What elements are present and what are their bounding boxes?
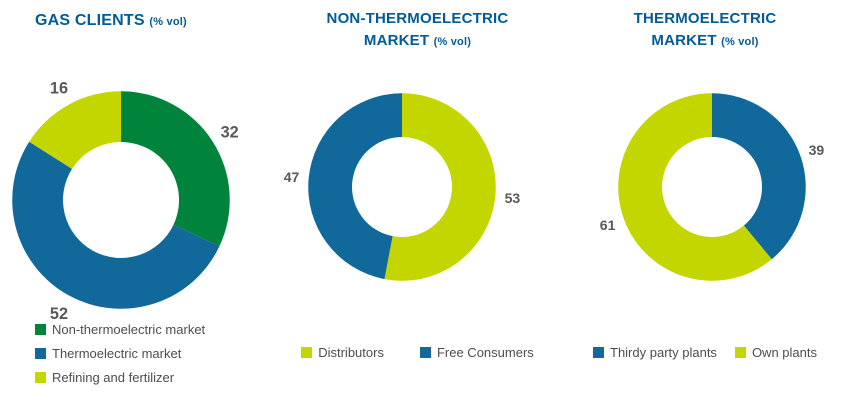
title-unit: (% vol) (433, 36, 472, 48)
legend-swatch-icon (35, 324, 46, 335)
legend-swatch-icon (301, 347, 313, 358)
title-line: THERMOELECTRIC (565, 8, 845, 30)
legend-label: Distributors (318, 345, 384, 360)
slice-value-label: 32 (221, 123, 239, 141)
chart-non-thermoelectric-market: NON-THERMOELECTRIC MARKET (% vol) 53 47 D… (270, 0, 565, 408)
donut-segment (308, 93, 402, 280)
legend-swatch-icon (419, 347, 431, 358)
legend-non-thermoelectric: Distributors Free Consumers (270, 345, 565, 360)
donut-segment (12, 141, 220, 309)
legend-item: Own plants (734, 345, 817, 360)
legend-label: Thirdy party plants (610, 345, 717, 360)
slice-value-label: 52 (50, 305, 68, 323)
legend-item: Non-thermoelectric market (35, 322, 205, 337)
legend-item: Refining and fertilizer (35, 370, 205, 385)
title-line: NON-THERMOELECTRIC (270, 8, 565, 30)
legend-swatch-icon (35, 348, 46, 359)
chart-title-gas-clients: GAS CLIENTS (% vol) (35, 10, 187, 33)
slice-value-label: 53 (505, 190, 521, 206)
title-unit: (% vol) (721, 36, 759, 48)
donut-segment (712, 93, 806, 260)
legend-item: Distributors (301, 345, 384, 360)
legend-thermoelectric: Thirdy party plants Own plants (565, 345, 845, 360)
donut-svg: 39 61 (600, 93, 825, 281)
legend-item: Thirdy party plants (593, 345, 717, 360)
slice-value-label: 47 (284, 169, 300, 185)
title-text: GAS CLIENTS (35, 12, 145, 29)
donut-svg: 32 52 16 (12, 80, 239, 323)
legend-swatch-icon (734, 347, 746, 358)
legend-label: Free Consumers (436, 345, 534, 360)
legend-swatch-icon (35, 372, 46, 383)
legend-label: Refining and fertilizer (52, 370, 175, 385)
donut-segment (384, 93, 496, 281)
title-text: MARKET (363, 32, 430, 49)
legend-label: Own plants (751, 345, 817, 360)
title-line: MARKET (% vol) (565, 30, 845, 53)
slice-value-label: 16 (50, 80, 68, 98)
donut-segment (618, 93, 772, 281)
donut-chart-thermoelectric: 39 61 (587, 62, 837, 312)
title-text: MARKET (651, 32, 717, 49)
donut-segment (29, 91, 121, 169)
legend-label: Non-thermoelectric market (52, 322, 206, 337)
title-line: GAS CLIENTS (% vol) (35, 10, 187, 33)
legend-item: Thermoelectric market (35, 346, 205, 361)
chart-title-non-thermoelectric: NON-THERMOELECTRIC MARKET (% vol) (270, 8, 565, 53)
legend-item: Free Consumers (419, 345, 534, 360)
chart-gas-clients: GAS CLIENTS (% vol) 32 52 16 Non-thermoele… (0, 0, 270, 408)
slice-value-label: 61 (600, 217, 616, 233)
title-line: MARKET (% vol) (270, 30, 565, 53)
title-unit: (% vol) (149, 16, 187, 28)
legend-gas-clients: Non-thermoelectric market Thermoelectric … (35, 322, 205, 385)
donut-chart-non-thermoelectric: 53 47 (277, 62, 527, 312)
title-text: THERMOELECTRIC (633, 10, 777, 27)
chart-thermoelectric-market: THERMOELECTRIC MARKET (% vol) 39 61 Third… (565, 0, 845, 408)
slice-value-label: 39 (809, 142, 825, 158)
donut-svg: 53 47 (284, 93, 521, 281)
chart-title-thermoelectric: THERMOELECTRIC MARKET (% vol) (565, 8, 845, 53)
legend-label: Thermoelectric market (52, 346, 182, 361)
donut-chart-gas-clients: 32 52 16 (0, 55, 266, 345)
title-text: NON-THERMOELECTRIC (326, 10, 509, 27)
donut-segment (121, 91, 230, 247)
legend-swatch-icon (593, 347, 604, 358)
